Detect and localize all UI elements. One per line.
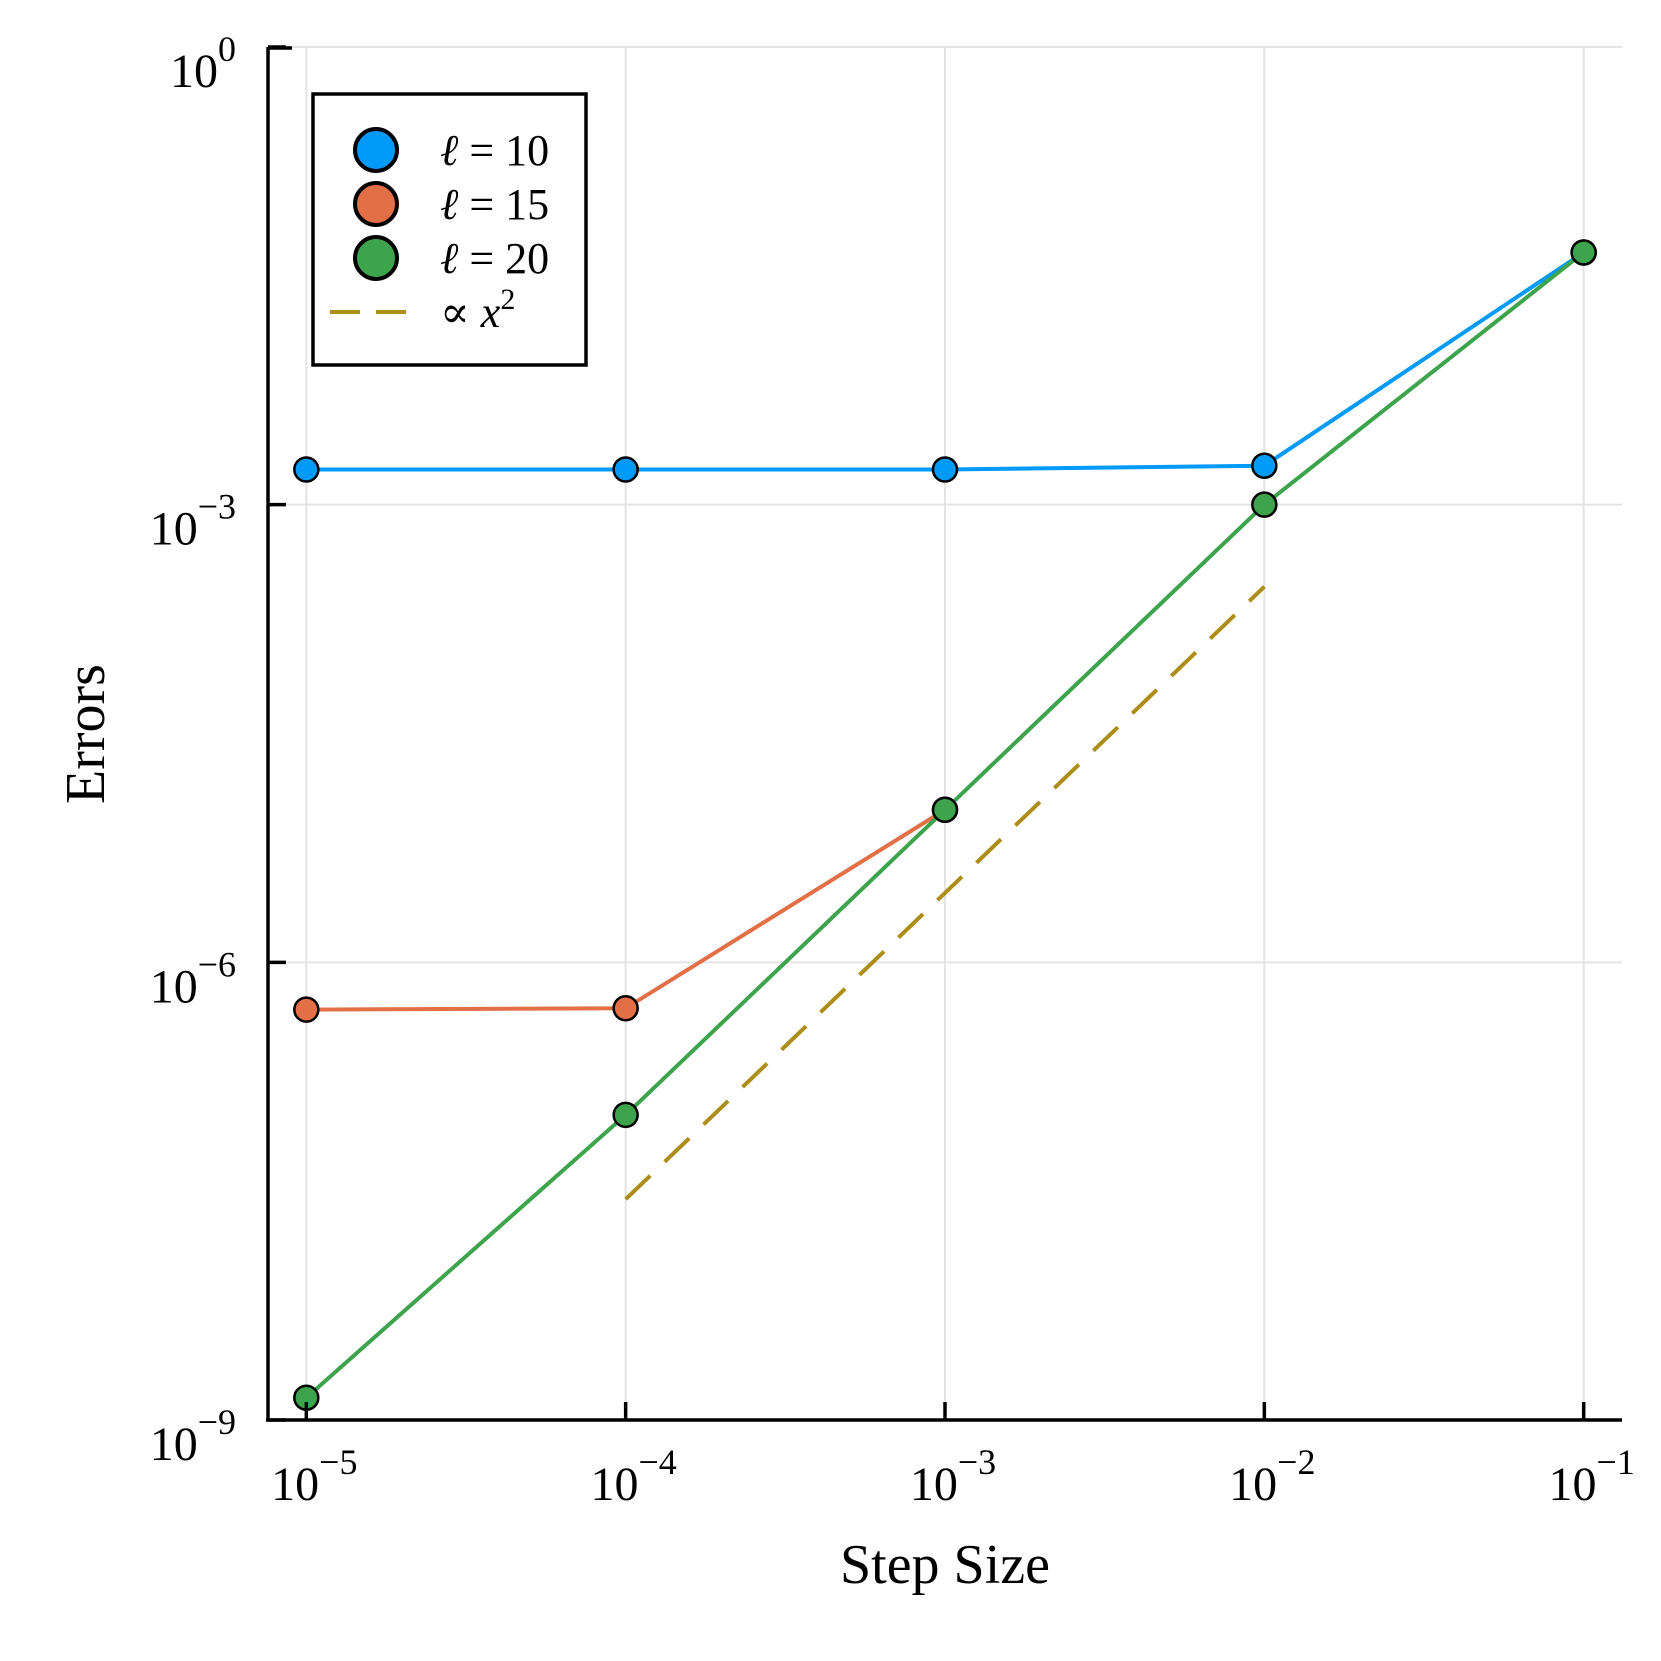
y-tick-label: 10−9: [150, 1402, 236, 1471]
x-tick-label: 10−5: [271, 1442, 357, 1511]
x-tick-label: 10−2: [1229, 1442, 1315, 1511]
legend-label-exponent: 2: [500, 283, 515, 316]
legend-label-main: ℓ: [440, 234, 459, 283]
data-point: [612, 456, 639, 483]
y-tick-label: 100: [170, 29, 236, 98]
x-tick-exponent: −2: [1277, 1442, 1315, 1482]
data-point: [612, 1101, 639, 1129]
x-tick-base: 10: [591, 1458, 639, 1511]
legend-label-main: ∝ x: [440, 288, 501, 337]
x-axis-title: Step Size: [840, 1534, 1050, 1596]
x-tick-exponent: −4: [639, 1442, 677, 1482]
axes: [266, 45, 1622, 1422]
x-tick-exponent: −1: [1597, 1442, 1635, 1482]
y-tick-exponent: 0: [218, 29, 236, 69]
data-point: [1570, 239, 1597, 266]
legend-label-main: ℓ: [440, 126, 459, 175]
data-point: [612, 995, 639, 1022]
y-tick-base: 10: [150, 960, 198, 1013]
y-tick-exponent: −3: [198, 487, 236, 527]
y-tick-base: 10: [170, 45, 218, 98]
x-tick-base: 10: [910, 1458, 958, 1511]
x-tick-label: 10−4: [591, 1442, 677, 1511]
y-axis-title: Errors: [55, 664, 117, 804]
legend-label-value: = 15: [458, 180, 549, 229]
legend: ℓ = 10ℓ = 15ℓ = 20∝ x2: [311, 92, 588, 367]
x-tick-label: 10−3: [910, 1442, 996, 1511]
y-tick-base: 10: [150, 1418, 198, 1471]
legend-label: ℓ = 10: [440, 126, 549, 175]
x-tick-base: 10: [1229, 1458, 1277, 1511]
legend-label-value: = 10: [458, 126, 549, 175]
x-tick-label: 10−1: [1549, 1442, 1635, 1511]
data-point: [293, 996, 320, 1023]
x-tick-base: 10: [271, 1458, 319, 1511]
y-tick-base: 10: [150, 503, 198, 556]
legend-label-main: ℓ: [440, 180, 459, 229]
legend-label: ℓ = 15: [440, 180, 549, 229]
legend-label-value: = 20: [458, 234, 549, 283]
y-tick-exponent: −6: [198, 944, 236, 984]
axis-titles: Step Size Errors: [55, 664, 1050, 1596]
y-tick-label: 10−6: [150, 944, 236, 1013]
data-point: [931, 456, 959, 483]
y-tick-label: 10−3: [150, 487, 236, 556]
data-point: [293, 456, 320, 483]
data-point: [931, 796, 959, 824]
series-line: [624, 585, 1266, 1201]
legend-swatch-marker: [353, 235, 399, 281]
legend-swatch-marker: [353, 181, 399, 227]
legend-label: ∝ x2: [440, 283, 515, 337]
legend-label: ℓ = 20: [440, 234, 549, 283]
data-point: [1251, 491, 1278, 518]
x-tick-exponent: −5: [319, 1442, 357, 1482]
y-tick-exponent: −9: [198, 1402, 236, 1442]
plot-series: [293, 239, 1597, 1411]
x-tick-exponent: −3: [958, 1442, 996, 1482]
legend-swatch-marker: [353, 127, 399, 173]
x-tick-base: 10: [1549, 1458, 1597, 1511]
data-point: [1251, 452, 1278, 479]
